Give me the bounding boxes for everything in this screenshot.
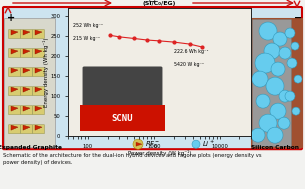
- Circle shape: [259, 114, 277, 132]
- Polygon shape: [35, 87, 42, 92]
- Polygon shape: [11, 49, 18, 54]
- Title: Dual-Ion Hybrid Devices
(Si/C₀/EG): Dual-Ion Hybrid Devices (Si/C₀/EG): [117, 0, 202, 6]
- Circle shape: [267, 127, 283, 143]
- FancyBboxPatch shape: [20, 87, 33, 96]
- Text: Silicon Carbon: Silicon Carbon: [251, 145, 299, 150]
- Text: $\mathit{Li}^+$: $\mathit{Li}^+$: [202, 139, 215, 149]
- Circle shape: [285, 28, 295, 38]
- Text: $\mathit{PF}_6^-$: $\mathit{PF}_6^-$: [145, 139, 160, 150]
- Circle shape: [285, 91, 295, 101]
- Text: 252 Wh kg⁻¹: 252 Wh kg⁻¹: [74, 23, 103, 28]
- FancyBboxPatch shape: [20, 29, 33, 39]
- FancyBboxPatch shape: [9, 49, 20, 58]
- Text: $e^-$: $e^-$: [53, 0, 67, 1]
- Circle shape: [287, 58, 297, 68]
- FancyBboxPatch shape: [9, 68, 20, 77]
- Polygon shape: [23, 49, 30, 54]
- FancyBboxPatch shape: [33, 68, 45, 77]
- Circle shape: [192, 140, 200, 148]
- Polygon shape: [23, 30, 30, 35]
- Polygon shape: [136, 142, 142, 146]
- FancyBboxPatch shape: [83, 67, 163, 109]
- Circle shape: [255, 53, 275, 73]
- Circle shape: [273, 32, 287, 46]
- Circle shape: [294, 75, 302, 83]
- FancyBboxPatch shape: [9, 87, 20, 96]
- Polygon shape: [35, 49, 42, 54]
- Polygon shape: [11, 125, 18, 130]
- Polygon shape: [35, 125, 42, 130]
- Text: 💡: 💡: [149, 0, 155, 2]
- Polygon shape: [35, 68, 42, 73]
- FancyBboxPatch shape: [33, 87, 45, 96]
- FancyBboxPatch shape: [252, 19, 303, 148]
- Text: 215 W kg⁻¹: 215 W kg⁻¹: [74, 36, 100, 41]
- FancyBboxPatch shape: [33, 125, 45, 134]
- Polygon shape: [11, 106, 18, 111]
- FancyBboxPatch shape: [33, 106, 45, 115]
- Circle shape: [270, 103, 286, 119]
- Polygon shape: [23, 106, 30, 111]
- FancyBboxPatch shape: [20, 68, 33, 77]
- Text: Schematic of the architecture for the dual-ion hybrid devices and ragone plots (: Schematic of the architecture for the du…: [3, 153, 262, 165]
- FancyBboxPatch shape: [9, 125, 20, 134]
- Circle shape: [251, 128, 265, 142]
- Circle shape: [252, 71, 268, 87]
- Circle shape: [279, 90, 291, 102]
- Circle shape: [279, 47, 291, 59]
- Polygon shape: [11, 30, 18, 35]
- Circle shape: [133, 139, 143, 149]
- Text: −: −: [294, 13, 302, 23]
- FancyBboxPatch shape: [20, 106, 33, 115]
- Text: SCNU: SCNU: [112, 114, 133, 123]
- Polygon shape: [23, 68, 30, 73]
- X-axis label: Power density (W kg⁻¹): Power density (W kg⁻¹): [128, 150, 191, 156]
- Circle shape: [256, 94, 270, 108]
- Polygon shape: [23, 87, 30, 92]
- Circle shape: [266, 77, 284, 95]
- Polygon shape: [35, 106, 42, 111]
- FancyBboxPatch shape: [9, 29, 20, 39]
- Circle shape: [278, 117, 290, 129]
- Circle shape: [291, 42, 299, 50]
- Polygon shape: [35, 30, 42, 35]
- FancyBboxPatch shape: [33, 29, 45, 39]
- Text: 5420 W kg⁻¹: 5420 W kg⁻¹: [174, 62, 204, 67]
- Text: 222.6 Wh kg⁻¹: 222.6 Wh kg⁻¹: [174, 49, 209, 54]
- FancyBboxPatch shape: [20, 49, 33, 58]
- FancyBboxPatch shape: [253, 19, 292, 147]
- Circle shape: [292, 107, 300, 115]
- FancyBboxPatch shape: [20, 125, 33, 134]
- Polygon shape: [11, 87, 18, 92]
- Polygon shape: [23, 125, 30, 130]
- Text: +: +: [7, 13, 15, 23]
- Y-axis label: Energy density (Wh kg⁻¹): Energy density (Wh kg⁻¹): [43, 37, 49, 107]
- Text: Expanded Graphite: Expanded Graphite: [0, 145, 62, 150]
- FancyBboxPatch shape: [5, 19, 56, 148]
- FancyBboxPatch shape: [33, 49, 45, 58]
- Circle shape: [271, 62, 285, 76]
- Circle shape: [259, 22, 277, 40]
- FancyBboxPatch shape: [3, 7, 302, 149]
- Polygon shape: [11, 68, 18, 73]
- FancyBboxPatch shape: [80, 105, 165, 131]
- Text: $e^-$: $e^-$: [238, 0, 252, 1]
- FancyBboxPatch shape: [9, 106, 20, 115]
- Circle shape: [264, 43, 280, 59]
